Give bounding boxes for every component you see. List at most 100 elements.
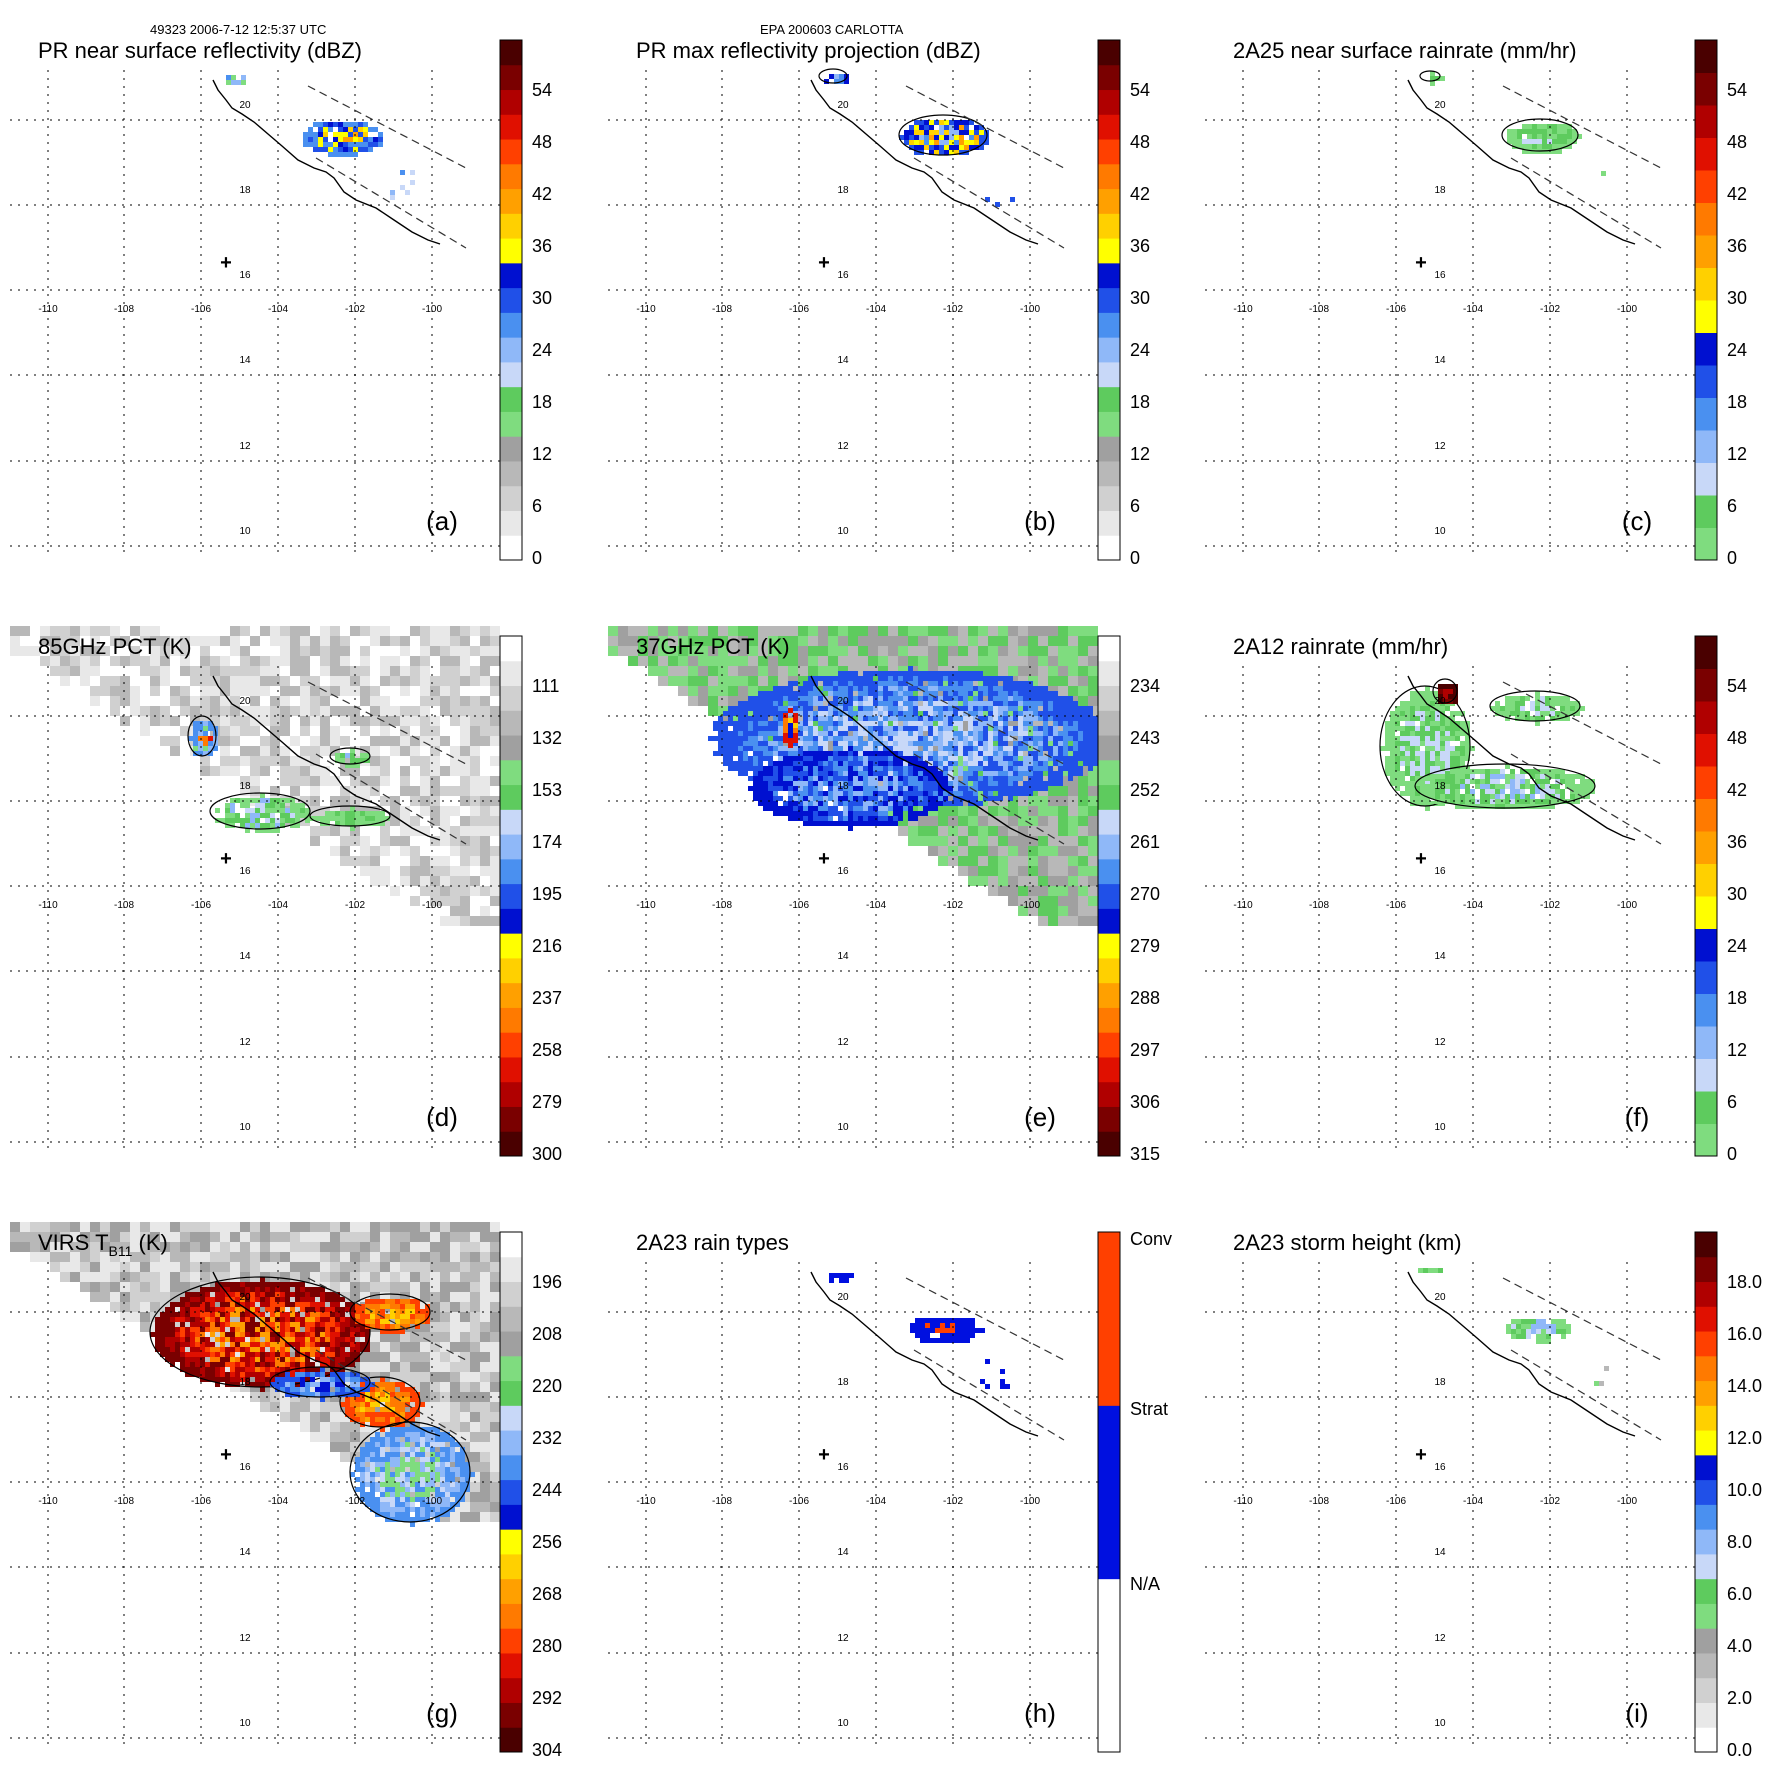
field-cell <box>928 796 933 801</box>
field-cell <box>1522 129 1527 134</box>
field-cell <box>998 771 1003 776</box>
field-cell <box>1083 741 1088 746</box>
field-cell <box>888 781 893 786</box>
pr-swath-edge <box>913 157 1065 249</box>
field-cell <box>1088 756 1093 761</box>
field-cell <box>1083 761 1088 766</box>
swath-cell <box>480 676 490 686</box>
swath-cell <box>340 776 350 786</box>
field-cell <box>943 766 948 771</box>
field-cell <box>928 781 933 786</box>
field-cell <box>1465 756 1470 761</box>
field-cell <box>1068 756 1073 761</box>
swath-cell <box>290 626 300 636</box>
field-cell <box>343 142 348 147</box>
field-cell <box>758 791 763 796</box>
field-cell <box>1078 721 1083 726</box>
field-cell <box>993 766 998 771</box>
swath-cell <box>1028 826 1038 836</box>
field-cell <box>979 135 984 140</box>
field-cell <box>953 716 958 721</box>
field-cell <box>1028 691 1033 696</box>
field-cell <box>778 771 783 776</box>
colorbar-segment <box>1098 361 1120 388</box>
swath-cell <box>1058 896 1068 906</box>
swath-cell <box>440 666 450 676</box>
field-cell <box>988 716 993 721</box>
field-cell <box>753 746 758 751</box>
field-cell <box>1435 781 1440 786</box>
swath-cell <box>460 806 470 816</box>
field-cell <box>1043 706 1048 711</box>
swath-cell <box>778 646 788 656</box>
field-cell <box>763 736 768 741</box>
field-cell <box>733 746 738 751</box>
swath-cell <box>460 796 470 806</box>
swath-cell <box>80 656 90 666</box>
field-cell <box>1390 771 1395 776</box>
field-cell <box>908 716 913 721</box>
field-cell <box>1415 701 1420 706</box>
field-cell <box>250 818 255 823</box>
field-cell <box>803 751 808 756</box>
field-cell <box>793 706 798 711</box>
swath-cell <box>150 726 160 736</box>
field-cell <box>1400 771 1405 776</box>
swath-cell <box>120 706 130 716</box>
field-cell <box>944 145 949 150</box>
field-cell <box>923 801 928 806</box>
field-cell <box>1430 801 1435 806</box>
field-cell <box>1058 701 1063 706</box>
field-cell <box>838 681 843 686</box>
swath-cell <box>140 696 150 706</box>
swath-cell <box>160 696 170 706</box>
field-cell <box>1048 751 1053 756</box>
field-cell <box>783 781 788 786</box>
field-cell <box>723 711 728 716</box>
field-cell <box>963 686 968 691</box>
swath-cell <box>490 696 500 706</box>
field-cell <box>818 741 823 746</box>
field-cell <box>1570 706 1575 711</box>
swath-cell <box>330 656 340 666</box>
field-cell <box>958 751 963 756</box>
swath-cell <box>440 816 450 826</box>
field-cell <box>908 666 913 671</box>
colorbar-segment <box>1098 1032 1120 1058</box>
field-cell <box>1043 781 1048 786</box>
swath-cell <box>320 736 330 746</box>
swath-cell <box>1048 896 1058 906</box>
swath-cell <box>410 756 420 766</box>
field-cell <box>908 771 913 776</box>
swath-cell <box>440 856 450 866</box>
swath-cell <box>1058 806 1068 816</box>
field-cell <box>968 676 973 681</box>
lat-label: 10 <box>239 526 251 537</box>
field-cell <box>1410 701 1415 706</box>
swath-cell <box>360 686 370 696</box>
field-cell <box>928 686 933 691</box>
field-cell <box>778 706 783 711</box>
swath-cell <box>250 636 260 646</box>
panel-b: -110 -108 -106 -104 -102 -100201816141210+PR … <box>608 38 1150 568</box>
panel-e-field <box>708 666 1113 831</box>
swath-cell <box>908 626 918 636</box>
colorbar-segment <box>500 40 522 66</box>
field-cell <box>1078 771 1083 776</box>
swath-cell <box>688 626 698 636</box>
field-cell <box>898 776 903 781</box>
swath-cell <box>420 726 430 736</box>
lat-label: 18 <box>837 781 849 792</box>
field-cell <box>1420 721 1425 726</box>
colorbar-tick-label: 6 <box>1130 496 1140 516</box>
field-cell <box>808 711 813 716</box>
field-cell <box>718 721 723 726</box>
field-cell <box>753 786 758 791</box>
swath-cell <box>140 636 150 646</box>
field-cell <box>958 766 963 771</box>
field-cell <box>858 721 863 726</box>
swath-cell <box>120 686 130 696</box>
swath-cell <box>460 776 470 786</box>
swath-cell <box>440 756 450 766</box>
